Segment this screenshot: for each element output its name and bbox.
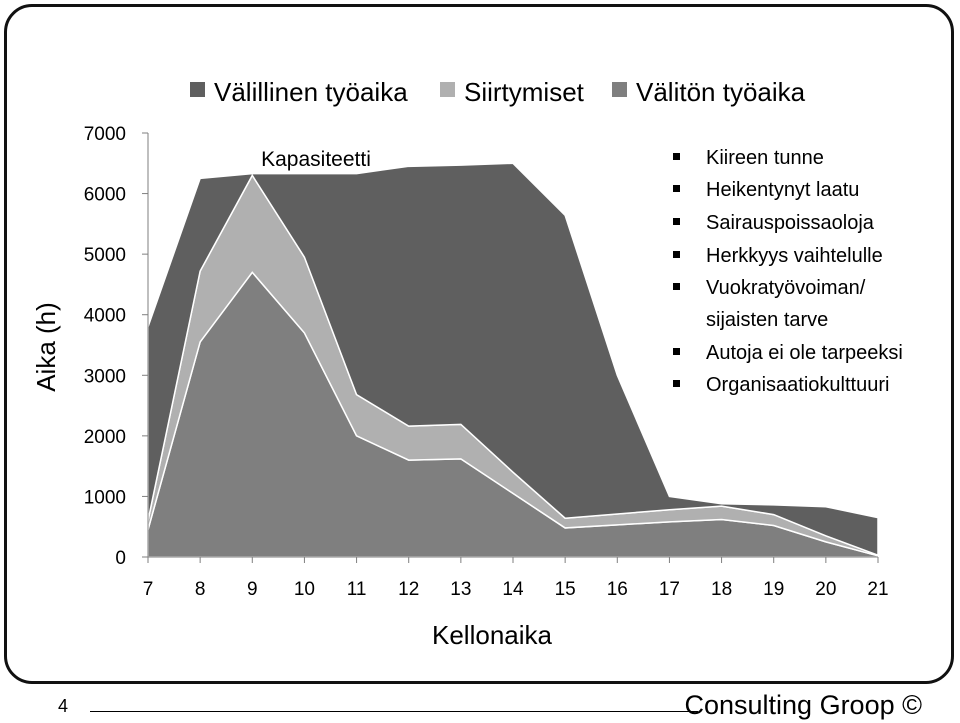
x-tick-label: 8 [195,579,206,600]
bullet-icon [673,218,680,225]
x-tick-label: 21 [867,579,888,600]
x-tick-label: 10 [294,579,315,600]
x-tick-label: 13 [450,579,471,600]
y-tick-label: 3000 [84,366,126,387]
bullet-icon [673,153,680,160]
x-tick-label: 9 [247,579,258,600]
legend-label-siirtymiset: Siirtymiset [464,77,585,107]
x-tick-label: 19 [763,579,784,600]
note-item: Sairauspoissaoloja [706,212,875,234]
bullet-icon [673,380,680,387]
y-tick-label: 2000 [84,427,126,448]
page-number: 4 [58,696,69,716]
note-item: sijaisten tarve [706,309,828,331]
x-tick-label: 15 [555,579,576,600]
note-item: Organisaatiokulttuuri [706,374,889,396]
legend-label-valillinen-tyoaika: Välillinen työaika [214,77,408,107]
axes-group: 0 1000 2000 3000 4000 5000 6000 7000 7 8 9 10 11 12 13… [31,124,889,650]
y-tick-label: 5000 [84,245,126,266]
note-item: Vuokratyövoiman/ [706,277,866,299]
y-tick-label: 1000 [84,487,126,508]
area-valillinen-tyoaika [147,162,879,557]
y-tick-label: 0 [115,548,126,569]
brand-text: Consulting Groop © [684,690,922,720]
legend-swatch-valillinen-tyoaika [190,82,205,97]
x-tick-label: 20 [815,579,836,600]
footer-line [90,711,698,712]
y-tick-label: 4000 [84,306,126,327]
x-tick-label: 7 [143,579,154,600]
y-tick-label: 7000 [84,124,126,145]
x-tick-label: 14 [502,579,524,600]
bullet-icon [673,348,680,355]
y-axis-title: Aika (h) [31,302,61,392]
x-tick-label: 12 [398,579,419,600]
note-item: Herkkyys vaihtelulle [706,245,883,267]
note-item: Heikentynyt laatu [706,179,859,201]
legend: Välillinen työaika Siirtymiset Välitön työ… [190,77,806,107]
legend-swatch-valiton-tyoaika [612,82,627,97]
legend-label-valiton-tyoaika: Välitön työaika [636,77,806,107]
notes-list: Kiireen tunne Heikentynyt laatu Sairauspoi… [673,147,903,396]
x-tick-label: 11 [347,579,367,600]
x-tick-label: 18 [711,579,732,600]
legend-swatch-siirtymiset [440,82,455,97]
x-axis-title: Kellonaika [432,620,553,650]
y-tick-label: 6000 [84,185,126,206]
x-tick-label: 16 [607,579,628,600]
bullet-icon [673,283,680,290]
bullet-icon [673,251,680,258]
bullet-icon [673,185,680,192]
capacity-label: Kapasiteetti [261,148,371,171]
note-item: Kiireen tunne [706,147,824,169]
note-item: Autoja ei ole tarpeeksi [706,342,903,364]
x-tick-label: 17 [659,579,680,600]
